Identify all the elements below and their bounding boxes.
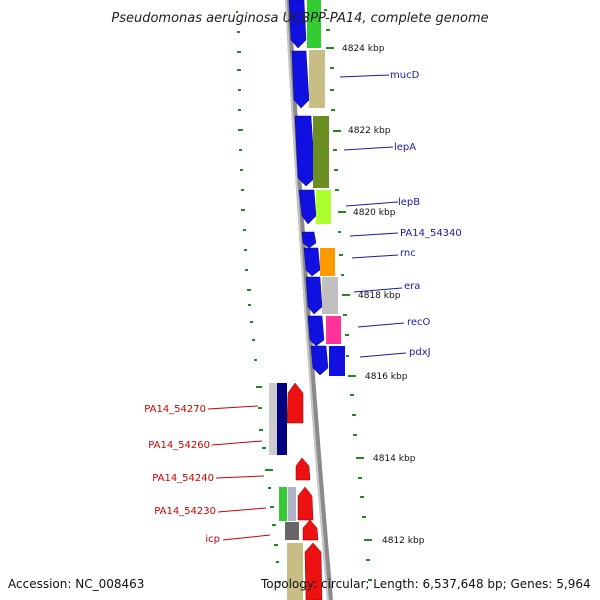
genome-backbone-highlight bbox=[285, 0, 329, 600]
gene-arrow[interactable] bbox=[295, 457, 311, 481]
gene-arrow[interactable] bbox=[297, 486, 314, 521]
gene-arrow[interactable] bbox=[310, 345, 329, 376]
gene-label-PA14_54340[interactable]: PA14_54340 bbox=[400, 228, 462, 239]
kbp-label: 4822 kbp bbox=[348, 126, 391, 136]
gene-label-rnc[interactable]: rnc bbox=[400, 248, 416, 259]
gene-label-lepA[interactable]: lepA bbox=[394, 142, 416, 153]
gene-label-icp[interactable]: icp bbox=[205, 534, 220, 545]
forward-strand-genes bbox=[288, 0, 329, 376]
gene-label-PA14_54240[interactable]: PA14_54240 bbox=[152, 473, 214, 484]
kbp-label: 4818 kbp bbox=[358, 291, 401, 301]
gene-arrow[interactable] bbox=[301, 231, 317, 249]
gene-arrow[interactable] bbox=[304, 542, 323, 600]
gene-arrow[interactable] bbox=[294, 115, 316, 187]
left-gene-labels: PA14_54270 PA14_54260 PA14_54240 PA14_54… bbox=[144, 404, 271, 545]
gene-label-lepB[interactable]: lepB bbox=[398, 197, 420, 208]
genome-backbone bbox=[285, 0, 333, 600]
reverse-strand-genes bbox=[286, 382, 323, 600]
right-gene-labels: mucD lepA lepB PA14_54340 rnc era recO p… bbox=[339, 70, 462, 358]
right-tick-column bbox=[324, 9, 372, 581]
accession-text: Accession: NC_008463 bbox=[8, 577, 144, 591]
gene-arrow[interactable] bbox=[288, 0, 307, 49]
gene-arrow[interactable] bbox=[307, 315, 325, 347]
gene-arrow[interactable] bbox=[302, 519, 319, 541]
kbp-label: 4814 kbp bbox=[373, 454, 416, 464]
kbp-label: 4824 kbp bbox=[342, 44, 385, 54]
gene-category-column bbox=[307, 0, 345, 376]
gene-label-PA14_54230[interactable]: PA14_54230 bbox=[154, 506, 216, 517]
gene-label-era[interactable]: era bbox=[404, 281, 420, 292]
reverse-category-column bbox=[269, 383, 303, 600]
left-tick-column bbox=[236, 11, 281, 583]
kbp-label: 4816 kbp bbox=[365, 372, 408, 382]
genome-summary-text: Topology: circular; Length: 6,537,648 bp… bbox=[260, 577, 591, 591]
genome-title: Pseudomonas aeruginosa UCBPP-PA14, compl… bbox=[111, 11, 488, 26]
gene-label-PA14_54270[interactable]: PA14_54270 bbox=[144, 404, 206, 415]
gene-arrow[interactable] bbox=[305, 276, 323, 315]
gene-label-mucD[interactable]: mucD bbox=[390, 70, 420, 81]
gene-arrow[interactable] bbox=[303, 247, 321, 277]
gene-label-pdxJ[interactable]: pdxJ bbox=[409, 347, 431, 358]
gene-arrow[interactable] bbox=[298, 189, 317, 225]
gene-label-PA14_54260[interactable]: PA14_54260 bbox=[148, 440, 210, 451]
gene-arrow[interactable] bbox=[291, 50, 310, 109]
kbp-label: 4820 kbp bbox=[353, 208, 396, 218]
kbp-label: 4812 kbp bbox=[382, 536, 425, 546]
gene-label-recO[interactable]: recO bbox=[407, 317, 431, 328]
gene-arrow[interactable] bbox=[286, 382, 304, 424]
